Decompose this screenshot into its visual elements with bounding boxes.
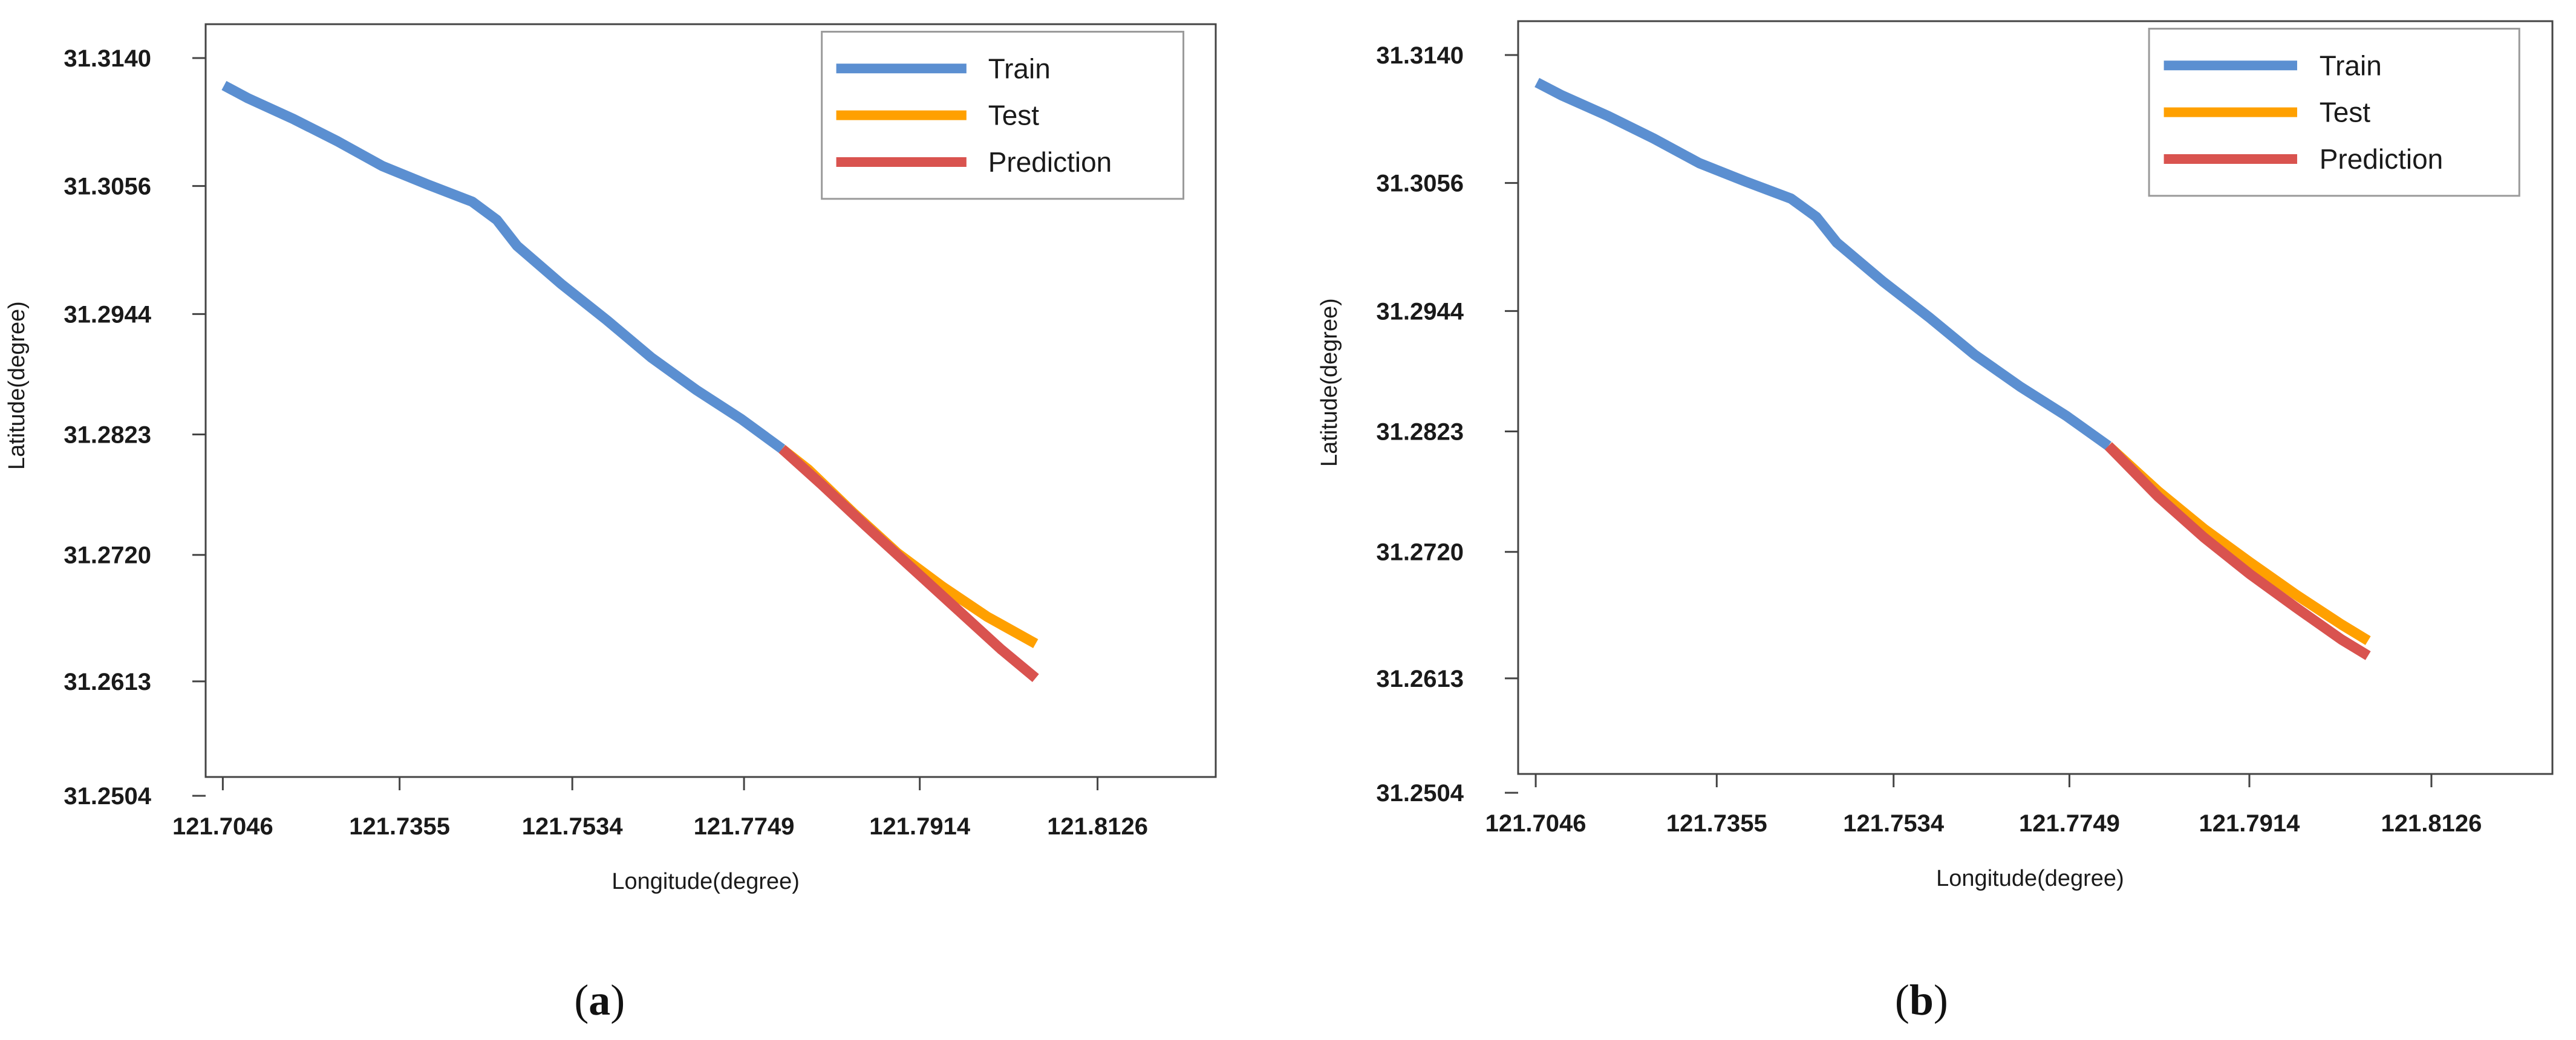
legend: Train Test Prediction [2148, 27, 2520, 197]
y-tick-label: 31.3056 [64, 174, 151, 200]
x-tick-label: 121.7355 [349, 813, 450, 840]
x-tick-label: 121.7534 [1843, 810, 1945, 837]
x-tick-label: 121.7355 [1666, 810, 1767, 837]
series-line-test [2105, 442, 2371, 645]
chart-panel-b: 121.7046 121.7355 121.7534 121.7749 121.7914… [1317, 20, 2554, 1024]
series-line-train [1534, 77, 2111, 450]
y-tick-label: 31.2944 [1376, 298, 1464, 325]
series-line-prediction [778, 445, 1039, 682]
series-line-prediction [2104, 442, 2371, 660]
legend-label-train: Train [2320, 50, 2382, 81]
series-line-train [221, 80, 786, 453]
x-tick-label: 121.7914 [2199, 810, 2301, 837]
legend-label-prediction: Prediction [2320, 143, 2444, 175]
y-tick-label: 31.2504 [64, 783, 151, 810]
y-tick-label: 31.3140 [1376, 42, 1464, 69]
plot-frame [1517, 20, 2554, 775]
y-axis-title: Latitude(degree) [1317, 298, 1342, 467]
y-axis-title: Latitude(degree) [4, 301, 30, 470]
x-tick-label: 121.7046 [1485, 810, 1586, 837]
legend-label-test: Test [2320, 97, 2371, 128]
x-tick-label: 121.8126 [1047, 813, 1148, 840]
y-tick-label: 31.2823 [64, 422, 151, 449]
legend-label-prediction: Prediction [988, 146, 1112, 178]
x-tick-label: 121.7046 [172, 813, 273, 840]
chart-panel-a: 121.7046 121.7355 121.7534 121.7749 121.7914… [4, 23, 1217, 1024]
x-axis-title: Longitude(degree) [611, 869, 800, 894]
y-tick-label: 31.2613 [64, 669, 151, 695]
x-tick-label: 121.8126 [2381, 810, 2482, 837]
panel-label: (a) [574, 976, 625, 1024]
y-tick-label: 31.3140 [64, 45, 151, 72]
legend-label-train: Train [988, 53, 1051, 84]
x-tick-label: 121.7534 [522, 813, 624, 840]
legend-label-test: Test [988, 100, 1040, 131]
x-tick-label: 121.7749 [2019, 810, 2120, 837]
y-tick-label: 31.2944 [64, 301, 151, 328]
x-tick-label: 121.7749 [694, 813, 795, 840]
y-tick-label: 31.2823 [1376, 419, 1464, 446]
y-tick-label: 31.2613 [1376, 666, 1464, 692]
x-tick-label: 121.7914 [869, 813, 971, 840]
y-tick-label: 31.2720 [1376, 539, 1464, 566]
y-tick-label: 31.3056 [1376, 171, 1464, 197]
x-axis-title: Longitude(degree) [1936, 866, 2124, 891]
panel-label: (b) [1895, 976, 1948, 1024]
legend: Train Test Prediction [821, 30, 1185, 200]
y-tick-label: 31.2720 [64, 542, 151, 569]
plot-frame [204, 23, 1217, 778]
y-tick-label: 31.2504 [1376, 780, 1464, 807]
